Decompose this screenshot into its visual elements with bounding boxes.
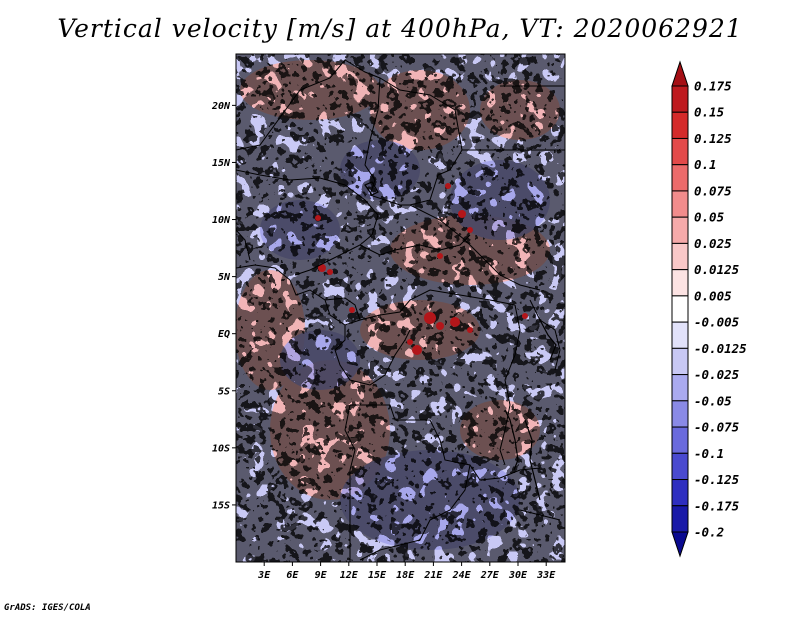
colorbar-bin — [671, 216, 689, 244]
lon-tick-label: 9E — [315, 570, 328, 581]
colorbar-label: 0.1 — [694, 157, 717, 172]
colorbar-label: -0.025 — [694, 367, 740, 382]
lon-tick-label: 24E — [452, 570, 472, 581]
lon-tick-label: 3E — [257, 570, 271, 581]
colorbar-bottom-arrow — [671, 531, 689, 558]
lat-tick-label: 15S — [212, 500, 230, 511]
colorbar-bin — [671, 374, 689, 402]
lon-tick-label: 33E — [536, 570, 556, 581]
colorbar-bin — [671, 190, 689, 218]
lon-tick-label: 12E — [340, 570, 359, 581]
lon-tick-label: 15E — [368, 570, 387, 581]
colorbar-label: -0.125 — [694, 472, 740, 487]
colorbar: 0.175 0.15 0.125 0.1 0.075 0.05 0.025 0.0125 0.0… — [671, 60, 747, 558]
lat-tick-label: 10N — [212, 215, 231, 226]
lakes — [364, 181, 557, 501]
colorbar-bin — [671, 505, 689, 533]
colorbar-label: -0.05 — [694, 393, 732, 408]
colorbar-label: 0.125 — [694, 131, 732, 146]
colorbar-label: 0.005 — [694, 288, 732, 303]
colorbar-bin — [671, 295, 689, 323]
colorbar-label: 0.075 — [694, 183, 732, 198]
colorbar-bin — [671, 137, 689, 166]
colorbar-bin — [671, 452, 689, 481]
latitude-axis: 20N 15N 10N 5N EQ 5S 10S 15S — [211, 101, 236, 511]
velocity-field — [236, 54, 565, 562]
colorbar-top-arrow — [671, 60, 689, 87]
colorbar-bin — [671, 164, 689, 192]
lat-tick-label: 20N — [211, 101, 231, 112]
lon-tick-label: 6E — [286, 570, 299, 581]
lon-tick-label: 30E — [508, 570, 528, 581]
longitude-axis: 3E 6E 9E 12E 15E 18E 21E 24E 27E 30E 33E — [257, 562, 556, 581]
colorbar-label: 0.0125 — [694, 262, 740, 277]
lat-tick-label: 5N — [218, 272, 231, 283]
colorbar-bin — [671, 111, 689, 139]
colorbar-bin — [671, 479, 689, 507]
colorbar-label: -0.005 — [694, 315, 740, 330]
colorbar-bin — [671, 347, 689, 376]
lat-tick-label: 5S — [218, 386, 230, 397]
colorbar-label: 0.15 — [694, 105, 725, 120]
map-frame — [235, 53, 566, 563]
colorbar-label: 0.175 — [694, 79, 732, 94]
lon-tick-label: 18E — [396, 570, 415, 581]
colorbar-label: -0.2 — [694, 525, 724, 540]
colorbar-bin — [671, 321, 689, 349]
colorbar-bin — [671, 85, 689, 113]
grads-credit: GrADS: IGES/COLA — [4, 603, 91, 613]
colorbar-bin — [671, 269, 689, 297]
colorbar-label: -0.175 — [694, 498, 740, 513]
colorbar-label: -0.1 — [694, 446, 724, 461]
lat-tick-label: 15N — [212, 158, 231, 169]
colorbar-label: -0.075 — [694, 420, 740, 435]
colorbar-bin — [671, 242, 689, 271]
colorbar-label: -0.0125 — [694, 341, 747, 356]
colorbar-bin — [671, 426, 689, 454]
colorbar-bin — [671, 400, 689, 428]
colorbar-label: 0.025 — [694, 236, 732, 251]
lon-tick-label: 21E — [423, 570, 443, 581]
lat-tick-label: 10S — [212, 443, 230, 454]
lat-tick-label: EQ — [218, 329, 230, 340]
colorbar-label: 0.05 — [694, 210, 725, 225]
country-boundaries — [236, 59, 565, 562]
lon-tick-label: 27E — [480, 570, 500, 581]
plot-title: Vertical velocity [m/s] at 400hPa, VT: 2… — [57, 14, 743, 43]
